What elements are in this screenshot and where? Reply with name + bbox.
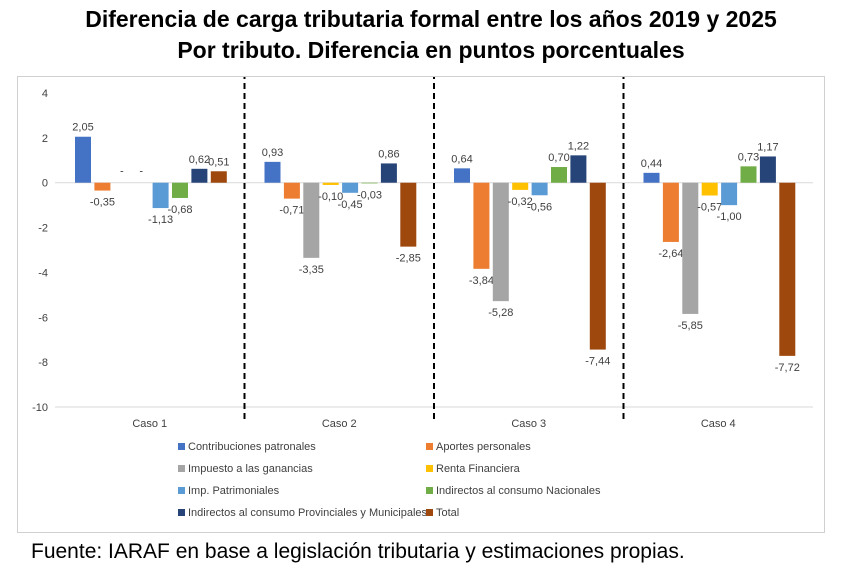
bar-chart: 4 2 0 -2 -4 -6 -8 -10 Caso 1 Caso 2 Caso 3 Caso 4 2,…: [32, 77, 813, 519]
y-tick-label: 0: [42, 178, 48, 190]
title-line-1: Diferencia de carga tributaria formal en…: [85, 6, 777, 32]
data-label: 0,70: [548, 152, 569, 164]
bar: [322, 182, 339, 185]
y-tick-label: 4: [42, 88, 48, 100]
bar: [191, 168, 208, 183]
data-label: -0,32: [508, 196, 533, 208]
y-tick-label: -8: [38, 357, 48, 369]
bar: [682, 182, 699, 314]
x-tick-label: Caso 2: [322, 418, 357, 430]
bar: [589, 182, 606, 350]
data-label: 0,44: [641, 158, 662, 170]
data-label: -0,71: [279, 205, 304, 217]
data-label: -0,57: [697, 201, 722, 213]
data-label: -0,03: [357, 189, 382, 201]
legend-swatch: [426, 487, 433, 494]
data-label: -0,10: [318, 191, 343, 203]
data-label: -0,68: [167, 204, 192, 216]
bar: [361, 182, 378, 184]
legend-swatch: [178, 465, 185, 472]
bar: [643, 172, 660, 183]
bar: [701, 182, 718, 196]
legend-label: Aportes personales: [436, 441, 531, 453]
data-label: 0,64: [451, 153, 472, 165]
bar: [454, 168, 470, 183]
legend-swatch: [426, 465, 433, 472]
title-line-2: Por tributo. Diferencia en puntos porcen…: [177, 37, 685, 63]
x-tick-label: Caso 3: [511, 418, 546, 430]
data-label: 1,17: [757, 141, 778, 153]
data-label: -3,84: [469, 275, 494, 287]
bar: [264, 161, 281, 183]
y-tick-label: 2: [42, 133, 48, 145]
bar: [303, 182, 320, 258]
data-label: 0,86: [378, 148, 399, 160]
bar: [512, 182, 529, 190]
bar: [662, 182, 679, 242]
y-tick-label: -10: [32, 402, 48, 414]
legend-swatch: [426, 509, 433, 516]
bar: [570, 155, 587, 183]
legend-label: Contribuciones patronales: [188, 441, 316, 453]
y-tick-label: -2: [38, 223, 48, 235]
bar: [342, 182, 359, 193]
data-label: -1,13: [148, 214, 173, 226]
bar: [740, 166, 757, 183]
data-label: -7,72: [775, 362, 800, 374]
bar: [172, 182, 188, 198]
y-tick-label: -4: [38, 267, 48, 279]
data-label: -0,35: [90, 197, 115, 209]
data-label: -2,64: [658, 248, 683, 260]
chart-area: 4 2 0 -2 -4 -6 -8 -10 Caso 1 Caso 2 Caso 3 Caso 4 2,…: [17, 76, 825, 533]
bar: [380, 163, 397, 183]
data-label: -1,00: [717, 211, 742, 223]
legend-label: Impuesto a las ganancias: [188, 463, 313, 475]
y-tick-label: -6: [38, 312, 48, 324]
data-label: -0,56: [527, 201, 552, 213]
bar: [779, 182, 796, 356]
bar: [400, 182, 417, 247]
data-label: 1,22: [568, 140, 589, 152]
bar: [492, 182, 509, 302]
bar: [551, 167, 567, 183]
bar: [759, 156, 776, 183]
data-label: 0,62: [189, 154, 210, 166]
legend-label: Renta Financiera: [436, 463, 521, 475]
data-label: 0,51: [208, 156, 229, 168]
legend-swatch: [178, 487, 185, 494]
bar: [721, 182, 738, 206]
source-note: Fuente: IARAF en base a legislación trib…: [31, 540, 685, 563]
bar: [152, 182, 169, 209]
data-label: -2,85: [396, 253, 421, 265]
data-label: 2,05: [72, 122, 93, 134]
data-label: -0,45: [338, 199, 363, 211]
bar: [283, 182, 300, 199]
bar: [94, 182, 111, 191]
data-label: -: [120, 166, 124, 178]
bar: [473, 182, 490, 269]
data-label: -7,44: [585, 356, 610, 368]
legend-swatch: [426, 443, 433, 450]
data-label: -5,85: [678, 320, 703, 332]
legend-label: Indirectos al consumo Nacionales: [436, 485, 601, 497]
x-tick-label: Caso 4: [701, 418, 736, 430]
data-label: 0,93: [262, 147, 283, 159]
bar: [210, 171, 227, 183]
x-tick-label: Caso 1: [132, 418, 167, 430]
bar: [75, 136, 91, 183]
legend-label: Imp. Patrimoniales: [188, 485, 280, 497]
chart-title: Diferencia de carga tributaria formal en…: [0, 4, 862, 66]
data-label: -: [139, 166, 143, 178]
bar: [531, 182, 548, 196]
data-label: -5,28: [488, 307, 513, 319]
data-label: -3,35: [299, 264, 324, 276]
legend-label: Indirectos al consumo Provinciales y Mun…: [188, 507, 428, 519]
legend-swatch: [178, 509, 185, 516]
data-label: 0,73: [738, 151, 759, 163]
legend-label: Total: [436, 507, 459, 519]
legend-swatch: [178, 443, 185, 450]
